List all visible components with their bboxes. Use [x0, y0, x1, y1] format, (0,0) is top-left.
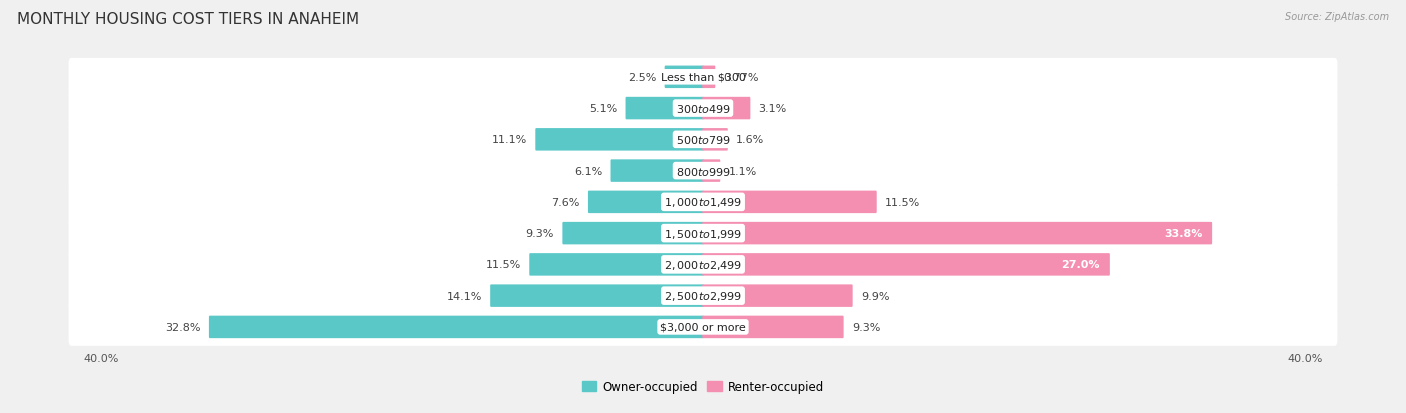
Text: 32.8%: 32.8% — [165, 322, 201, 332]
FancyBboxPatch shape — [702, 129, 728, 151]
FancyBboxPatch shape — [626, 97, 704, 120]
Text: $300 to $499: $300 to $499 — [675, 103, 731, 115]
FancyBboxPatch shape — [69, 90, 1337, 128]
FancyBboxPatch shape — [702, 222, 1212, 245]
FancyBboxPatch shape — [702, 316, 844, 338]
FancyBboxPatch shape — [702, 160, 720, 183]
Text: Less than $300: Less than $300 — [661, 73, 745, 83]
FancyBboxPatch shape — [562, 222, 704, 245]
Text: 2.5%: 2.5% — [628, 73, 657, 83]
FancyBboxPatch shape — [69, 152, 1337, 190]
FancyBboxPatch shape — [69, 277, 1337, 315]
Text: $1,000 to $1,499: $1,000 to $1,499 — [664, 196, 742, 209]
Text: 27.0%: 27.0% — [1062, 260, 1099, 270]
FancyBboxPatch shape — [610, 160, 704, 183]
FancyBboxPatch shape — [702, 66, 716, 89]
Text: $500 to $799: $500 to $799 — [675, 134, 731, 146]
Text: 40.0%: 40.0% — [84, 353, 120, 363]
Text: 1.1%: 1.1% — [728, 166, 756, 176]
Text: $2,000 to $2,499: $2,000 to $2,499 — [664, 258, 742, 271]
Text: 40.0%: 40.0% — [1286, 353, 1322, 363]
FancyBboxPatch shape — [209, 316, 704, 338]
FancyBboxPatch shape — [69, 215, 1337, 252]
Text: 14.1%: 14.1% — [447, 291, 482, 301]
Text: 0.77%: 0.77% — [724, 73, 759, 83]
Text: 1.6%: 1.6% — [737, 135, 765, 145]
FancyBboxPatch shape — [665, 66, 704, 89]
Text: 6.1%: 6.1% — [574, 166, 602, 176]
FancyBboxPatch shape — [536, 129, 704, 151]
Text: 9.9%: 9.9% — [860, 291, 890, 301]
Legend: Owner-occupied, Renter-occupied: Owner-occupied, Renter-occupied — [578, 376, 828, 398]
FancyBboxPatch shape — [69, 246, 1337, 284]
Text: $800 to $999: $800 to $999 — [675, 165, 731, 177]
FancyBboxPatch shape — [588, 191, 704, 214]
Text: 11.5%: 11.5% — [884, 197, 921, 207]
FancyBboxPatch shape — [529, 254, 704, 276]
Text: 33.8%: 33.8% — [1164, 228, 1202, 239]
Text: $2,500 to $2,999: $2,500 to $2,999 — [664, 290, 742, 302]
FancyBboxPatch shape — [702, 285, 852, 307]
FancyBboxPatch shape — [702, 254, 1109, 276]
Text: 9.3%: 9.3% — [852, 322, 880, 332]
Text: 11.1%: 11.1% — [492, 135, 527, 145]
FancyBboxPatch shape — [69, 183, 1337, 221]
Text: $3,000 or more: $3,000 or more — [661, 322, 745, 332]
Text: 9.3%: 9.3% — [526, 228, 554, 239]
Text: $1,500 to $1,999: $1,500 to $1,999 — [664, 227, 742, 240]
Text: Source: ZipAtlas.com: Source: ZipAtlas.com — [1285, 12, 1389, 22]
FancyBboxPatch shape — [69, 121, 1337, 159]
Text: 7.6%: 7.6% — [551, 197, 579, 207]
Text: MONTHLY HOUSING COST TIERS IN ANAHEIM: MONTHLY HOUSING COST TIERS IN ANAHEIM — [17, 12, 359, 27]
Text: 5.1%: 5.1% — [589, 104, 617, 114]
FancyBboxPatch shape — [702, 97, 751, 120]
FancyBboxPatch shape — [702, 191, 877, 214]
FancyBboxPatch shape — [491, 285, 704, 307]
FancyBboxPatch shape — [69, 59, 1337, 97]
Text: 11.5%: 11.5% — [485, 260, 522, 270]
FancyBboxPatch shape — [69, 308, 1337, 346]
Text: 3.1%: 3.1% — [759, 104, 787, 114]
